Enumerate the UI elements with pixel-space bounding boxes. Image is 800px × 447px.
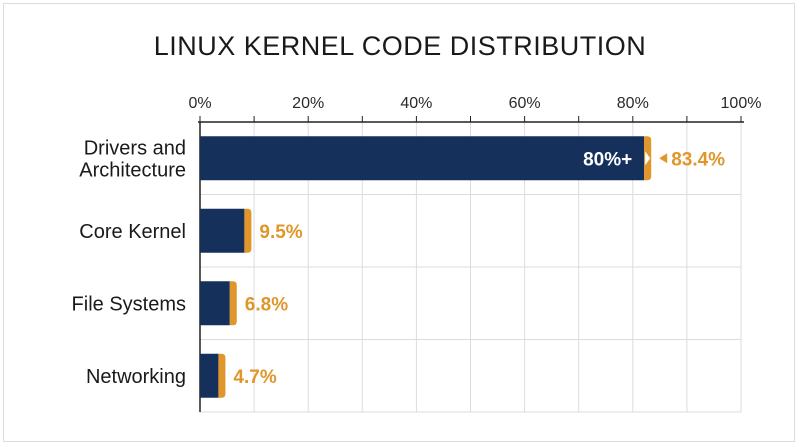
bar-end-notch xyxy=(645,151,651,166)
bar xyxy=(200,136,645,181)
value-label: 6.8% xyxy=(245,294,288,315)
x-tick-label: 80% xyxy=(617,95,649,112)
category-label-line: Networking xyxy=(86,366,186,388)
x-tick-label: 20% xyxy=(292,95,324,112)
chart-frame xyxy=(3,3,795,442)
category-label-line: Core Kernel xyxy=(79,221,186,243)
bar xyxy=(200,353,219,398)
value-label: 9.5% xyxy=(259,222,302,243)
x-axis: 0% 20% 40% 60% 80% 100% xyxy=(188,95,761,412)
x-tick-label: 100% xyxy=(721,95,762,112)
category-label-line: Architecture xyxy=(79,159,186,181)
bar xyxy=(200,281,230,326)
bars: 83.4% 9.5% 6.8% 4.7% 80%+ xyxy=(200,136,725,398)
bar-end-cap xyxy=(244,208,252,253)
bar-end-cap xyxy=(229,281,237,326)
x-tick-label: 60% xyxy=(509,95,541,112)
value-label: 4.7% xyxy=(233,367,276,388)
pointer-icon xyxy=(659,153,668,164)
category-label-line: File Systems xyxy=(72,293,186,315)
bar-annotation: 80%+ xyxy=(583,149,632,170)
category-label-line: Drivers and xyxy=(84,137,186,159)
category-labels: Drivers and Architecture Core Kernel File S… xyxy=(72,137,186,388)
chart-title: LINUX KERNEL CODE DISTRIBUTION xyxy=(154,31,647,61)
category-label: Drivers and Architecture xyxy=(79,137,186,181)
x-tick-label: 0% xyxy=(188,95,211,112)
value-label: 83.4% xyxy=(671,149,725,170)
bar xyxy=(200,208,245,253)
category-label: File Systems xyxy=(72,293,186,315)
x-tick-label: 40% xyxy=(400,95,432,112)
bar-end-cap xyxy=(218,353,226,398)
category-label: Core Kernel xyxy=(79,221,186,243)
category-label: Networking xyxy=(86,366,186,388)
